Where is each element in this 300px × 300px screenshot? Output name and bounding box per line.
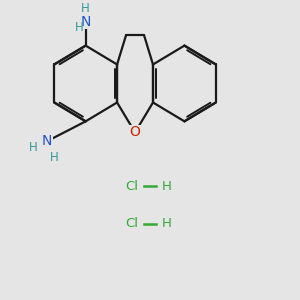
Text: H: H — [161, 217, 171, 230]
Text: H: H — [29, 141, 38, 154]
Text: N: N — [42, 134, 52, 148]
Text: N: N — [80, 15, 91, 29]
Text: H: H — [161, 180, 171, 193]
Text: Cl: Cl — [125, 180, 138, 193]
Text: H: H — [50, 151, 58, 164]
Text: Cl: Cl — [125, 217, 138, 230]
Text: H: H — [75, 21, 84, 34]
Text: O: O — [130, 125, 140, 140]
Text: H: H — [81, 2, 90, 15]
